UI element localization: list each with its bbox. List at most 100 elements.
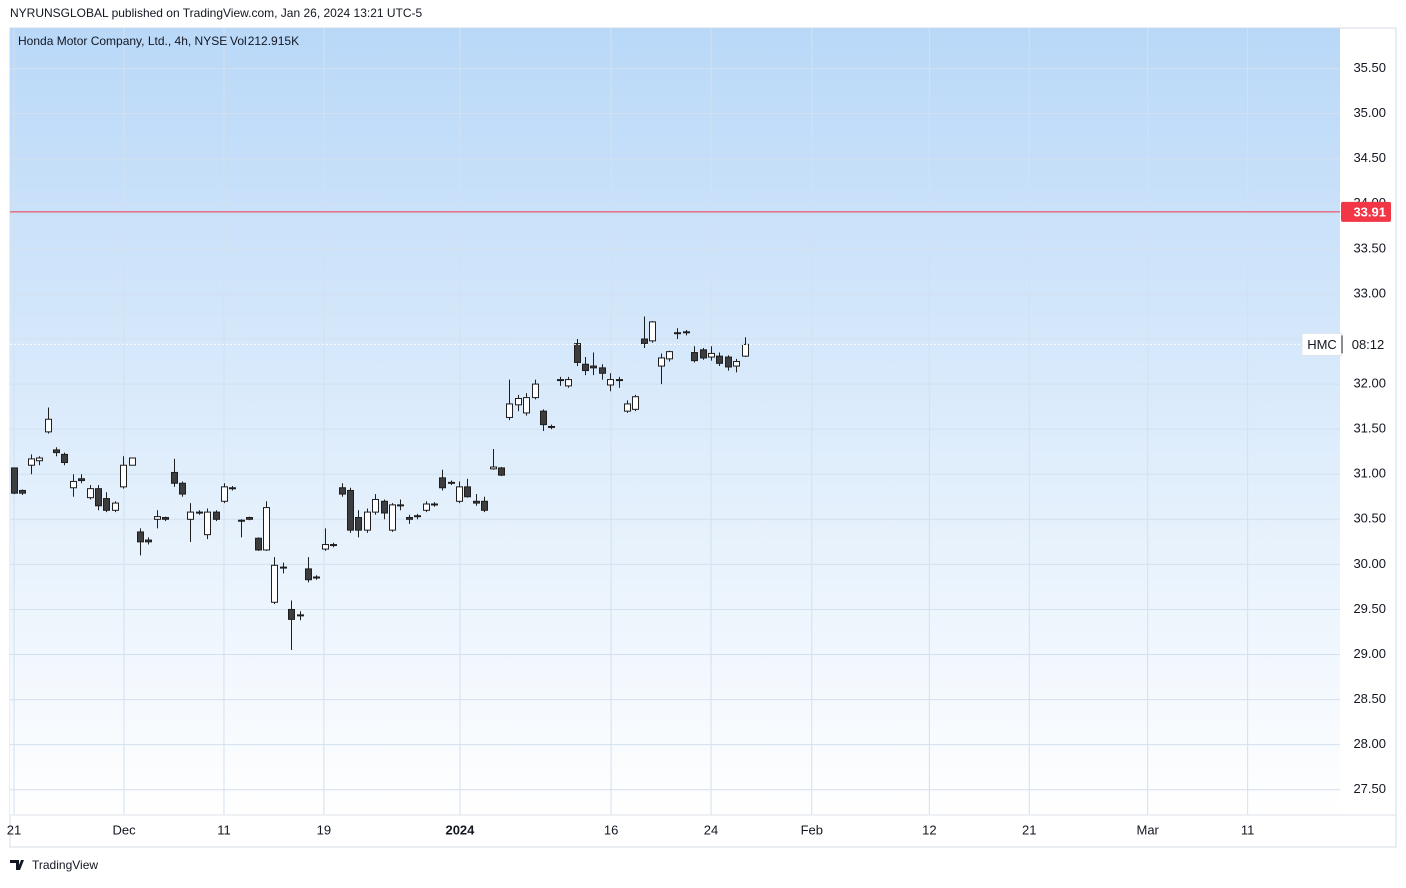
candle-body (297, 614, 304, 617)
candle-body (246, 517, 253, 520)
candle-body (616, 379, 623, 382)
x-tick-label: 24 (704, 822, 718, 837)
candle-body (490, 466, 497, 470)
candle-body (305, 568, 312, 581)
x-tick-label: 11 (1241, 822, 1255, 837)
candle-body (557, 379, 564, 382)
y-tick-label: 28.50 (1353, 691, 1386, 706)
candle-body (397, 504, 404, 507)
candle-body (431, 503, 438, 506)
candle-body (103, 498, 110, 511)
candle-body (255, 537, 262, 551)
candle-body (582, 363, 589, 372)
candle-body (423, 503, 430, 511)
y-tick-label: 35.50 (1353, 60, 1386, 75)
candle-body (481, 500, 488, 511)
y-tick-label: 31.50 (1353, 421, 1386, 436)
candle-body (322, 544, 329, 550)
x-tick-label: 21 (7, 822, 21, 837)
candle-body (532, 383, 539, 399)
chart-title: Honda Motor Company, Ltd., 4h, NYSE (18, 34, 227, 48)
candle-body (523, 397, 530, 414)
brand: TradingView (32, 858, 98, 872)
candle-body (28, 458, 35, 466)
candle-body (414, 515, 421, 518)
candle-body (498, 467, 505, 476)
candle-body (372, 498, 379, 513)
candle-body (700, 349, 707, 359)
x-tick-label: Feb (801, 822, 823, 837)
volume-label: Vol (230, 34, 247, 48)
candle-body (53, 449, 60, 454)
candle-body (288, 608, 295, 620)
x-tick-label: 11 (217, 822, 231, 837)
candle-body (683, 331, 690, 334)
candle-body (691, 352, 698, 362)
candle-body (506, 403, 513, 418)
candle-body (145, 539, 152, 543)
candle-body (540, 410, 547, 426)
candle-body (389, 504, 396, 531)
candle-body (70, 480, 77, 489)
candle-body (406, 517, 413, 520)
candle-body (599, 367, 606, 374)
candle-body (708, 352, 715, 358)
candle-body (339, 487, 346, 495)
grid (10, 28, 1340, 815)
candle-body (649, 321, 656, 342)
publisher: NYRUNSGLOBAL published on TradingView.co… (10, 6, 423, 20)
candle-body (61, 453, 68, 464)
y-tick-label: 31.00 (1353, 466, 1386, 481)
candle-body (473, 500, 480, 504)
candle-body (330, 544, 337, 547)
candle-body (733, 361, 740, 367)
candle-body (229, 487, 236, 490)
candle-body (11, 467, 18, 494)
candle-body (129, 457, 136, 466)
candle-body (515, 398, 522, 406)
candle-body (162, 517, 169, 520)
candle-body (632, 396, 639, 410)
price-line-tag (1341, 201, 1391, 222)
candle-body (742, 343, 749, 357)
candle-body (313, 576, 320, 579)
candle-body (187, 511, 194, 520)
y-tick-label: 34.50 (1353, 150, 1386, 165)
candle-body (725, 356, 732, 368)
candle-body (464, 486, 471, 498)
candle-body (19, 489, 26, 494)
y-tick-label: 30.50 (1353, 511, 1386, 526)
candle-body (112, 502, 119, 511)
candle-body (196, 511, 203, 514)
y-tick-label: 30.00 (1353, 556, 1386, 571)
x-tick-label: 19 (317, 822, 331, 837)
candle-body (448, 481, 455, 484)
candle-body (221, 486, 228, 502)
candle-body (624, 403, 631, 412)
x-tick-label: 12 (922, 822, 936, 837)
candles (11, 316, 749, 651)
candle-body (78, 478, 85, 482)
y-tick-label: 35.00 (1353, 105, 1386, 120)
candle-body (271, 564, 278, 603)
volume-value: 212.915K (248, 34, 299, 48)
y-tick-label: 29.50 (1353, 601, 1386, 616)
candle-body (238, 519, 245, 522)
candle-body (179, 482, 186, 495)
y-tick-label: 33.00 (1353, 285, 1386, 300)
candle-body (607, 379, 614, 386)
candle-body (364, 511, 371, 531)
x-tick-label: 2024 (445, 822, 475, 837)
candle-body (548, 425, 555, 428)
plot-background (10, 28, 1340, 815)
candle-body (171, 471, 178, 484)
countdown: 08:12 (1352, 337, 1385, 352)
price-line-label: 33.91 (1353, 204, 1386, 219)
candle-body (154, 516, 161, 520)
x-tick-label: 16 (604, 822, 618, 837)
candle-body (439, 477, 446, 489)
candle-body (137, 531, 144, 543)
candle-body (590, 365, 597, 369)
symbol-label: HMC (1307, 337, 1337, 352)
candle-body (658, 357, 665, 367)
